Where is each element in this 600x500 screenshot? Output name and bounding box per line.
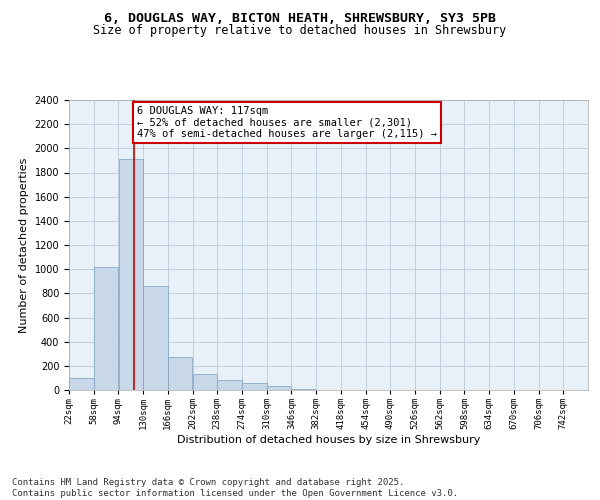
Text: 6, DOUGLAS WAY, BICTON HEATH, SHREWSBURY, SY3 5PB: 6, DOUGLAS WAY, BICTON HEATH, SHREWSBURY… xyxy=(104,12,496,26)
Bar xyxy=(168,358,193,390)
Bar xyxy=(69,378,94,390)
Bar xyxy=(143,286,167,390)
Bar xyxy=(267,386,291,390)
Bar xyxy=(193,374,217,390)
Bar xyxy=(242,383,266,390)
Bar xyxy=(94,267,118,390)
Bar xyxy=(292,389,316,390)
Text: Size of property relative to detached houses in Shrewsbury: Size of property relative to detached ho… xyxy=(94,24,506,37)
Text: 6 DOUGLAS WAY: 117sqm
← 52% of detached houses are smaller (2,301)
47% of semi-d: 6 DOUGLAS WAY: 117sqm ← 52% of detached … xyxy=(137,106,437,139)
X-axis label: Distribution of detached houses by size in Shrewsbury: Distribution of detached houses by size … xyxy=(177,434,480,445)
Bar xyxy=(217,380,242,390)
Y-axis label: Number of detached properties: Number of detached properties xyxy=(19,158,29,332)
Bar xyxy=(119,159,143,390)
Text: Contains HM Land Registry data © Crown copyright and database right 2025.
Contai: Contains HM Land Registry data © Crown c… xyxy=(12,478,458,498)
